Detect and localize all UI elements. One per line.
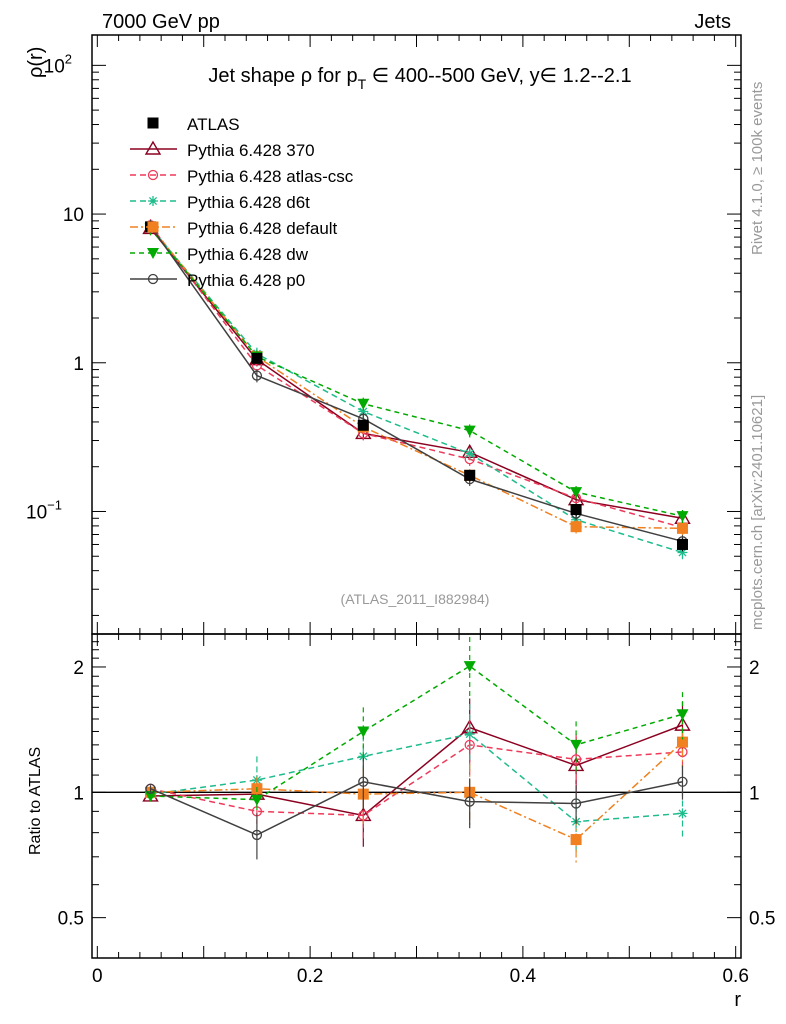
ratio-line-pythia-6-428-dw	[150, 665, 683, 801]
ratio-point-pythia-6-428-p0	[358, 776, 369, 787]
title-post: ∈ 400--500 GeV, y∈ 1.2--2.1	[366, 65, 631, 87]
legend-marker-pythia-6-428-dw	[147, 248, 159, 259]
y-axis-label: ρ(r)	[25, 47, 47, 78]
ratio-line-pythia-6-428-default	[150, 741, 683, 841]
title-pre: Jet shape ρ for p	[208, 65, 357, 87]
ratio-tick-label-left: 1	[73, 783, 84, 804]
legend: ATLAS Pythia 6.428 370 Pythia 6.428 atlas-…	[130, 115, 354, 290]
data-point	[676, 538, 688, 550]
legend-label-pythia-6-428-default: Pythia 6.428 default	[187, 219, 338, 238]
point-pythia-6-428-default	[676, 522, 688, 534]
x-tick-label: 0	[92, 966, 103, 987]
ratio-point-pythia-6-428-dw	[357, 726, 370, 738]
ratio-tick-label-right: 1	[749, 783, 760, 804]
y-tick-exponent: 2	[65, 51, 72, 66]
side-label-bottom: mcplots.cern.ch [arXiv:2401.10621]	[749, 395, 766, 630]
ratio-tick-label-left: 0.5	[58, 909, 84, 930]
point-pythia-6-428-d6t	[464, 448, 475, 459]
y-tick-label: 102	[44, 51, 72, 77]
side-label-top: Rivet 4.1.0, ≥ 100k events	[749, 82, 766, 255]
point-pythia-6-428-d6t	[358, 406, 369, 417]
legend-marker-pythia-6-428-d6t	[148, 196, 158, 206]
data-point	[464, 469, 476, 481]
ratio-point-pythia-6-428-default	[570, 834, 582, 846]
x-tick-label: 0.6	[722, 966, 748, 987]
x-axis-label: r	[734, 989, 741, 1011]
legend-marker-atlas	[147, 117, 159, 129]
ratio-point-pythia-6-428-p0	[251, 829, 263, 841]
header-right: Jets	[694, 11, 731, 33]
x-tick-label: 0.2	[297, 966, 323, 987]
data-point	[357, 419, 369, 431]
x-tick-label: 0.4	[510, 966, 537, 987]
point-pythia-6-428-default	[570, 521, 582, 533]
y-tick-label: 10−1	[26, 497, 62, 523]
legend-label-pythia-6-428-370: Pythia 6.428 370	[187, 141, 315, 160]
ratio-tick-label-left: 2	[73, 658, 84, 679]
ratio-line-pythia-6-428-atlas-csc	[150, 744, 683, 817]
ratio-tick-label-right: 0.5	[749, 909, 775, 930]
legend-label-pythia-6-428-atlas-csc: Pythia 6.428 atlas-csc	[187, 167, 354, 186]
watermark: (ATLAS_2011_I882984)	[341, 591, 490, 607]
data-point	[570, 504, 582, 516]
ratio-panel: 0 0.2 0.4 0.6 0.5 0.5 1 1 2 2	[58, 633, 775, 987]
y-tick-label: 10	[63, 205, 84, 226]
chart-title: Jet shape ρ for pT ∈ 400--500 GeV, y∈ 1.…	[208, 65, 631, 92]
point-pythia-6-428-dw	[676, 511, 689, 523]
series-line-pythia-6-428-dw	[149, 227, 683, 517]
legend-label-pythia-6-428-d6t: Pythia 6.428 d6t	[187, 193, 310, 212]
y-tick-exponent: −1	[47, 497, 62, 512]
ratio-point-pythia-6-428-p0	[677, 776, 688, 787]
series-line-pythia-6-428-p0	[149, 225, 683, 543]
legend-marker-pythia-6-428-atlas-csc	[147, 169, 159, 181]
legend-marker-pythia-6-428-default	[147, 221, 159, 233]
header-left: 7000 GeV pp	[102, 11, 220, 33]
ratio-point-pythia-6-428-dw	[676, 709, 689, 721]
legend-label-pythia-6-428-p0: Pythia 6.428 p0	[187, 271, 305, 290]
point-pythia-6-428-dw	[357, 398, 370, 410]
ratio-point-pythia-6-428-dw	[463, 661, 476, 673]
ratio-point-pythia-6-428-p0	[145, 783, 156, 794]
ratio-line-pythia-6-428-p0	[150, 780, 683, 836]
main-panel: 10−1 1 10 102	[26, 34, 742, 635]
y-tick-label: 1	[73, 354, 84, 375]
ratio-line-pythia-6-428-d6t	[150, 733, 683, 823]
ratio-point-pythia-6-428-d6t	[464, 729, 475, 740]
ratio-point-pythia-6-428-d6t	[677, 808, 688, 819]
ratio-point-pythia-6-428-atlas-csc	[570, 754, 582, 765]
point-pythia-6-428-p0	[251, 370, 263, 381]
ratio-point-pythia-6-428-dw	[250, 794, 263, 806]
data-point	[251, 352, 263, 364]
point-pythia-6-428-dw	[570, 487, 583, 499]
series-line-pythia-6-428-d6t	[149, 227, 683, 554]
ratio-point-pythia-6-428-default	[676, 736, 688, 748]
legend-marker-pythia-6-428-p0	[147, 273, 159, 285]
ratio-y-axis-label: Ratio to ATLAS	[27, 747, 44, 855]
ratio-point-pythia-6-428-p0	[464, 796, 475, 807]
legend-marker-pythia-6-428-370	[144, 140, 162, 155]
title-sub: T	[358, 76, 367, 92]
series-line-pythia-6-428-atlas-csc	[149, 224, 683, 529]
ratio-point-pythia-6-428-dw	[144, 790, 157, 802]
ratio-tick-label-right: 2	[749, 658, 760, 679]
ratio-point-pythia-6-428-p0	[570, 798, 582, 809]
legend-label-atlas: ATLAS	[187, 115, 240, 134]
point-pythia-6-428-dw	[463, 425, 476, 437]
ratio-line-pythia-6-428-370	[150, 724, 683, 817]
legend-label-pythia-6-428-dw: Pythia 6.428 dw	[187, 245, 309, 264]
point-pythia-6-428-d6t	[677, 547, 688, 558]
ratio-point-pythia-6-428-dw	[570, 739, 583, 751]
